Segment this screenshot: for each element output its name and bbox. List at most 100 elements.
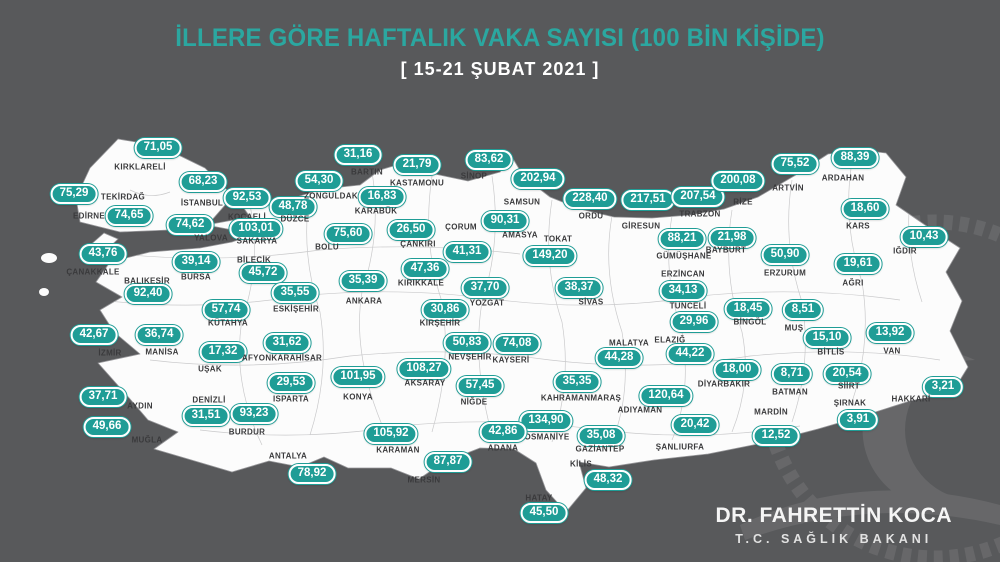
province-name: OSMANİYE [524,432,570,442]
province-value-badge: 48,32 [584,470,632,490]
province-value-badge: 49,66 [83,417,131,437]
minister-title: T.C. SAĞLIK BAKANI [735,532,933,546]
province-name: DÜZCE [280,214,310,224]
province-name: ANKARA [345,296,383,306]
province-value-badge: 68,23 [179,172,227,192]
province-value-badge: 36,74 [135,325,183,345]
province-value-badge: 38,37 [555,278,603,298]
province-value-badge: 74,08 [493,334,541,354]
province-value-badge: 26,50 [387,220,435,240]
province-value-badge: 29,53 [267,373,315,393]
province-name: BOLU [315,242,339,252]
province-value-badge: 16,83 [358,187,406,207]
province-name: NEVŞEHİR [448,352,492,362]
province-value-badge: 75,52 [771,154,819,174]
province-value-badge: 74,65 [105,206,153,226]
province-name: ARDAHAN [821,173,865,183]
province-name: ŞANLIURFA [655,442,705,452]
signature-block: DR. FAHRETTİN KOCA T.C. SAĞLIK BAKANI [716,504,953,546]
province-name: SİİRT [838,381,860,391]
province-name: ANTALYA [268,451,308,461]
province-name: MANİSA [145,347,179,357]
province-name: MARDİN [754,407,788,417]
province-value-badge: 17,32 [199,342,247,362]
province-value-badge: 120,64 [639,386,693,406]
province-name: VAN [883,346,901,356]
province-name: HAKKARİ [891,394,931,404]
province-value-badge: 35,35 [553,372,601,392]
province-value-badge: 20,54 [823,364,871,384]
province-value-badge: 92,40 [124,284,172,304]
province-value-badge: 21,98 [708,228,756,248]
province-value-badge: 105,92 [364,424,418,444]
province-value-badge: 101,95 [331,367,385,387]
province-value-badge: 71,05 [134,138,182,158]
province-value-badge: 83,62 [465,150,513,170]
province-value-badge: 48,78 [269,197,317,217]
province-value-badge: 93,23 [230,404,278,424]
province-name: SAMSUN [503,197,541,207]
province-name: HATAY [525,493,553,503]
province-value-badge: 103,01 [229,219,283,239]
province-name: BİNGÖL [733,317,767,327]
province-value-badge: 207,54 [671,187,725,207]
province-name: ÇANAKKALE [66,267,120,277]
province-name: KASTAMONU [389,178,445,188]
province-name: YALOVA [194,233,228,243]
province-value-badge: 13,92 [866,323,914,343]
header: İLLERE GÖRE HAFTALIK VAKA SAYISI (100 Bİ… [0,24,1000,80]
province-name: İZMİR [98,348,122,358]
province-value-badge: 31,62 [263,333,311,353]
province-name: DİYARBAKIR [697,379,751,389]
province-name: MUĞLA [131,435,163,445]
province-value-badge: 34,13 [659,281,707,301]
province-name: KOCAELİ [227,212,267,222]
province-value-badge: 35,39 [339,271,387,291]
province-value-badge: 3,21 [922,377,964,397]
province-name: UŞAK [198,364,222,374]
province-value-badge: 74,62 [166,215,214,235]
province-name: DENİZLİ [192,395,226,405]
province-value-badge: 50,90 [761,245,809,265]
province-value-badge: 78,92 [288,464,336,484]
province-name: MALATYA [609,338,649,348]
province-value-badge: 202,94 [511,169,565,189]
province-name: ADIYAMAN [617,405,663,415]
swoosh-decoration [740,490,1000,540]
province-name: ARTVİN [772,183,804,193]
province-name: KÜTAHYA [208,318,248,328]
province-value-badge: 18,60 [841,199,889,219]
province-name: KARABÜK [354,206,398,216]
province-value-badge: 35,55 [271,283,319,303]
province-value-badge: 228,40 [563,189,617,209]
province-name: ORDU [578,211,604,221]
province-value-badge: 149,20 [523,246,577,266]
minister-name: DR. FAHRETTİN KOCA [715,504,952,527]
province-value-badge: 57,74 [202,300,250,320]
province-name: KIRIKKALE [397,278,445,288]
province-name: SAKARYA [236,236,278,246]
province-value-badge: 54,30 [295,171,343,191]
province-name: BAYBURT [705,245,747,255]
province-value-badge: 31,51 [182,406,230,426]
province-name: BALIKESİR [124,276,170,286]
island [41,253,57,263]
province-value-badge: 20,42 [671,415,719,435]
province-name: KAYSERİ [492,355,530,365]
province-name: RİZE [733,197,753,207]
province-name: KARS [846,221,870,231]
province-name: TRABZON [679,209,721,219]
province-value-badge: 45,72 [239,263,287,283]
province-name: BİTLİS [817,347,845,357]
province-name: AYDIN [127,401,153,411]
province-value-badge: 39,14 [172,252,220,272]
province-value-badge: 92,53 [223,188,271,208]
province-value-badge: 44,22 [666,344,714,364]
province-name: YOZGAT [469,298,505,308]
province-value-badge: 75,29 [50,184,98,204]
province-name: BURSA [181,272,211,282]
province-value-badge: 43,76 [79,244,127,264]
province-value-badge: 45,50 [520,503,568,523]
